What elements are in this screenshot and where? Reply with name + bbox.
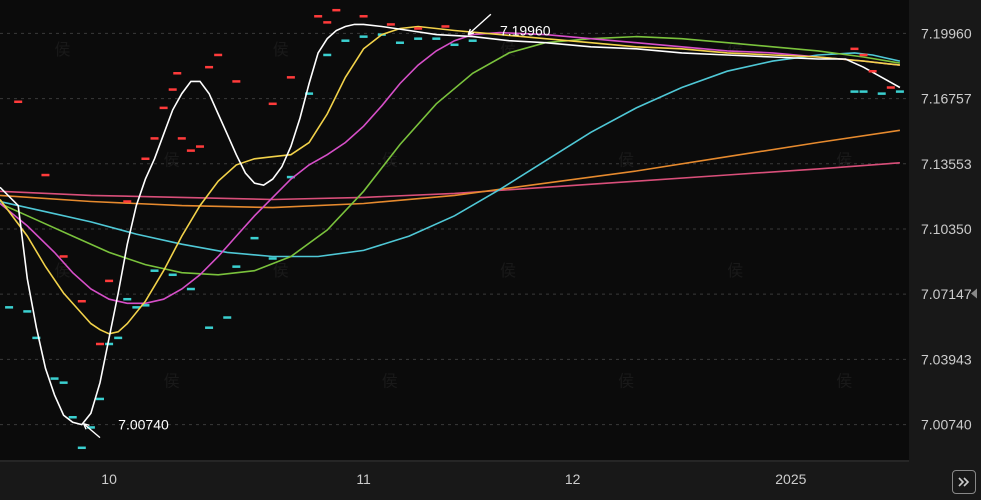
tick-mark <box>178 137 186 140</box>
tick-mark <box>160 107 168 110</box>
tick-mark <box>287 76 295 79</box>
tick-mark <box>414 27 422 30</box>
y-tick-label: 7.10350 <box>921 221 972 237</box>
tick-mark <box>878 92 886 95</box>
tick-mark <box>869 70 877 73</box>
tick-mark <box>60 255 68 258</box>
tick-mark <box>96 398 104 401</box>
svg-text:侯: 侯 <box>55 41 71 59</box>
svg-text:侯: 侯 <box>618 152 634 170</box>
tick-mark <box>78 300 86 303</box>
y-tick-label: 7.19960 <box>921 25 972 41</box>
tick-mark <box>396 41 404 44</box>
plot-area[interactable] <box>0 0 909 460</box>
tick-mark <box>387 23 395 26</box>
y-tick-label: 7.00740 <box>921 417 972 433</box>
svg-text:侯: 侯 <box>164 152 180 170</box>
tick-mark <box>360 15 368 18</box>
tick-mark <box>887 86 895 89</box>
tick-mark <box>114 337 122 340</box>
y-tick-label: 7.13553 <box>921 156 972 172</box>
annotation-label: 7.00740 <box>118 417 169 433</box>
tick-mark <box>850 90 858 93</box>
tick-mark <box>269 103 277 106</box>
tick-mark <box>173 72 181 75</box>
svg-text:侯: 侯 <box>618 372 634 390</box>
tick-mark <box>251 237 259 240</box>
svg-text:侯: 侯 <box>55 262 71 280</box>
tick-mark <box>323 21 331 24</box>
tick-mark <box>169 274 177 277</box>
svg-text:侯: 侯 <box>273 41 289 59</box>
tick-mark <box>360 35 368 38</box>
svg-text:侯: 侯 <box>164 372 180 390</box>
tick-mark <box>187 149 195 152</box>
tick-mark <box>69 416 77 419</box>
x-tick-label: 10 <box>101 471 117 487</box>
y-tick-label: 7.07147 <box>921 286 972 302</box>
y-tick-label: 7.16757 <box>921 91 972 107</box>
tick-mark <box>469 39 477 42</box>
tick-mark <box>105 280 113 283</box>
x-tick-label: 11 <box>356 471 371 487</box>
annotation-label: 7.19960 <box>500 23 551 39</box>
svg-text:侯: 侯 <box>382 372 398 390</box>
tick-mark <box>60 381 68 384</box>
tick-mark <box>169 88 177 91</box>
tick-mark <box>414 37 422 40</box>
svg-text:侯: 侯 <box>382 152 398 170</box>
tick-mark <box>151 269 159 272</box>
financial-line-chart: 侯侯侯侯侯侯侯侯侯侯侯侯侯侯侯侯7.199607.167577.135537.1… <box>0 0 981 500</box>
x-tick-label: 12 <box>565 471 581 487</box>
tick-mark <box>214 54 222 57</box>
tick-mark <box>187 288 195 291</box>
tick-mark <box>205 326 213 329</box>
svg-text:侯: 侯 <box>500 262 516 280</box>
chart-canvas[interactable]: 侯侯侯侯侯侯侯侯侯侯侯侯侯侯侯侯7.199607.167577.135537.1… <box>0 0 981 500</box>
tick-mark <box>123 298 131 301</box>
svg-text:侯: 侯 <box>836 372 852 390</box>
tick-mark <box>896 90 904 93</box>
y-tick-label: 7.03943 <box>921 351 972 367</box>
tick-mark <box>14 101 22 104</box>
tick-mark <box>51 377 59 380</box>
tick-mark <box>151 137 159 140</box>
tick-mark <box>332 9 340 12</box>
tick-mark <box>441 25 449 28</box>
tick-mark <box>232 80 240 83</box>
tick-mark <box>123 200 131 203</box>
tick-mark <box>96 343 104 346</box>
tick-mark <box>451 44 459 47</box>
tick-mark <box>860 54 868 57</box>
tick-mark <box>196 145 204 148</box>
tick-mark <box>314 15 322 18</box>
x-tick-label: 2025 <box>775 471 806 487</box>
tick-mark <box>432 37 440 40</box>
svg-text:侯: 侯 <box>273 262 289 280</box>
tick-mark <box>223 316 231 319</box>
tick-mark <box>341 39 349 42</box>
tick-mark <box>232 265 240 268</box>
svg-text:侯: 侯 <box>727 262 743 280</box>
expand-button[interactable] <box>952 470 976 494</box>
tick-mark <box>860 90 868 93</box>
tick-mark <box>23 310 31 313</box>
tick-mark <box>41 174 49 177</box>
tick-mark <box>323 54 331 57</box>
tick-mark <box>5 306 13 309</box>
tick-mark <box>78 447 86 450</box>
tick-mark <box>141 158 149 161</box>
tick-mark <box>205 66 213 69</box>
tick-mark <box>269 257 277 260</box>
tick-mark <box>105 343 113 346</box>
tick-mark <box>850 48 858 51</box>
